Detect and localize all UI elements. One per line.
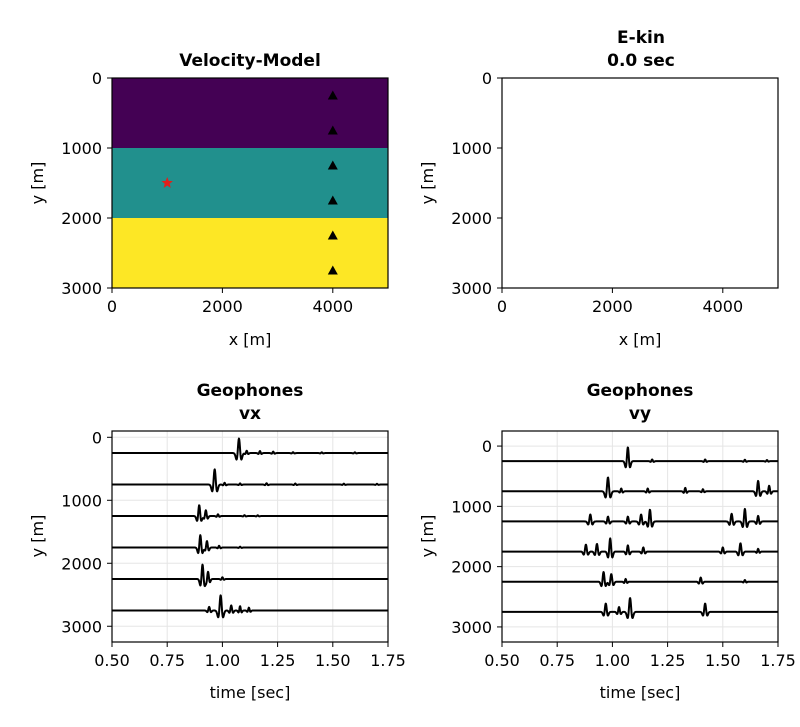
geophone-trace [111, 563, 389, 588]
velocity-layer [112, 218, 388, 288]
x-tick-label: 2000 [592, 297, 633, 316]
y-tick-label: 3000 [451, 279, 492, 298]
receiver-triangle [327, 195, 338, 205]
vy-grid [501, 431, 779, 642]
geophone-trace [501, 476, 779, 499]
y-tick-label: 1000 [451, 497, 492, 516]
receiver-triangle [327, 230, 338, 240]
vx-title-line1: Geophones [197, 381, 304, 401]
y-tick-label: 3000 [61, 617, 102, 636]
vy-xlabel: time [sec] [600, 683, 681, 702]
y-tick-label: 3000 [451, 618, 492, 637]
x-tick-label: 0 [107, 297, 117, 316]
x-tick-label: 0.50 [484, 651, 520, 670]
geophone-trace [501, 507, 779, 528]
x-tick-label: 4000 [312, 297, 353, 316]
x-tick-label: 0.50 [94, 651, 130, 670]
vx-ylabel: y [m] [28, 515, 47, 558]
x-tick-label: 1.75 [760, 651, 796, 670]
geophone-trace [111, 468, 389, 493]
y-tick-label: 1000 [61, 139, 102, 158]
velocity-model-panel: Velocity-Model 0 2000 4000 0 1000 2000 3000 x … [28, 51, 389, 349]
x-tick-label: 1.25 [260, 651, 296, 670]
vy-frame [501, 430, 779, 643]
geophone-trace [501, 446, 779, 469]
geophone-trace [501, 537, 779, 559]
y-tick-label: 2000 [451, 558, 492, 577]
y-tick-label: 1000 [61, 491, 102, 510]
vy-title-line1: Geophones [587, 381, 694, 401]
x-tick-label: 1.00 [595, 651, 631, 670]
vy-ticks: 0.50 0.75 1.00 1.25 1.50 1.75 0 1000 2000 3000 [451, 437, 796, 670]
x-tick-label: 2000 [202, 297, 243, 316]
ekin-plot-area [502, 78, 778, 288]
vy-traces [501, 446, 779, 619]
x-tick-label: 1.50 [705, 651, 741, 670]
y-tick-label: 1000 [451, 139, 492, 158]
vx-ticks: 0.50 0.75 1.00 1.25 1.50 1.75 0 1000 2000 3000 [61, 428, 406, 670]
geophones-vx-panel: Geophones vx 0.50 0.75 1.00 1.25 1.50 1.75 0 10… [28, 381, 406, 702]
y-tick-label: 0 [92, 69, 102, 88]
geophone-trace [111, 594, 389, 619]
velocity-layer [112, 78, 388, 148]
y-tick-label: 0 [482, 69, 492, 88]
geophone-trace [111, 534, 389, 555]
velocity-markers [161, 90, 338, 275]
velocity-layers [112, 78, 388, 288]
velocity-model-ylabel: y [m] [28, 162, 47, 205]
y-tick-label: 2000 [61, 554, 102, 573]
velocity-model-frame [111, 77, 389, 289]
vy-ylabel: y [m] [418, 515, 437, 558]
x-tick-label: 1.25 [650, 651, 686, 670]
x-tick-label: 0.75 [149, 651, 185, 670]
geophones-vy-panel: Geophones vy 0.50 0.75 1.00 1.25 1.50 1.75 0 10… [418, 381, 796, 702]
receiver-triangle [327, 90, 338, 100]
vx-frame [111, 430, 389, 643]
ekin-panel: E-kin 0.0 sec 0 2000 4000 0 1000 2000 3000 x [… [418, 28, 779, 349]
ekin-ylabel: y [m] [418, 162, 437, 205]
ekin-title-line2: 0.0 sec [607, 51, 675, 71]
velocity-model-ticks: 0 2000 4000 0 1000 2000 3000 [61, 69, 353, 316]
vx-title-line2: vx [239, 404, 261, 424]
x-tick-label: 0 [497, 297, 507, 316]
x-tick-label: 1.50 [315, 651, 351, 670]
geophone-trace [111, 437, 389, 461]
y-tick-label: 2000 [61, 209, 102, 228]
velocity-model-title: Velocity-Model [179, 51, 321, 71]
receiver-triangle [327, 265, 338, 275]
ekin-xlabel: x [m] [619, 330, 662, 349]
velocity-layer [112, 148, 388, 218]
y-tick-label: 0 [482, 437, 492, 456]
source-star [161, 177, 173, 188]
vy-title-line2: vy [629, 404, 651, 424]
x-tick-label: 1.00 [205, 651, 241, 670]
x-tick-label: 0.75 [539, 651, 575, 670]
geophone-trace [501, 597, 779, 619]
ekin-title-line1: E-kin [617, 28, 665, 48]
geophone-trace [111, 504, 389, 522]
vx-traces [111, 437, 389, 619]
x-tick-label: 4000 [702, 297, 743, 316]
receiver-triangle [327, 160, 338, 170]
x-tick-label: 1.75 [370, 651, 406, 670]
ekin-ticks: 0 2000 4000 0 1000 2000 3000 [451, 69, 743, 316]
y-tick-label: 2000 [451, 209, 492, 228]
vx-xlabel: time [sec] [210, 683, 291, 702]
y-tick-label: 3000 [61, 279, 102, 298]
y-tick-label: 0 [92, 428, 102, 447]
geophone-trace [501, 571, 779, 588]
velocity-model-xlabel: x [m] [229, 330, 272, 349]
ekin-frame [501, 77, 779, 289]
receiver-triangle [327, 125, 338, 135]
